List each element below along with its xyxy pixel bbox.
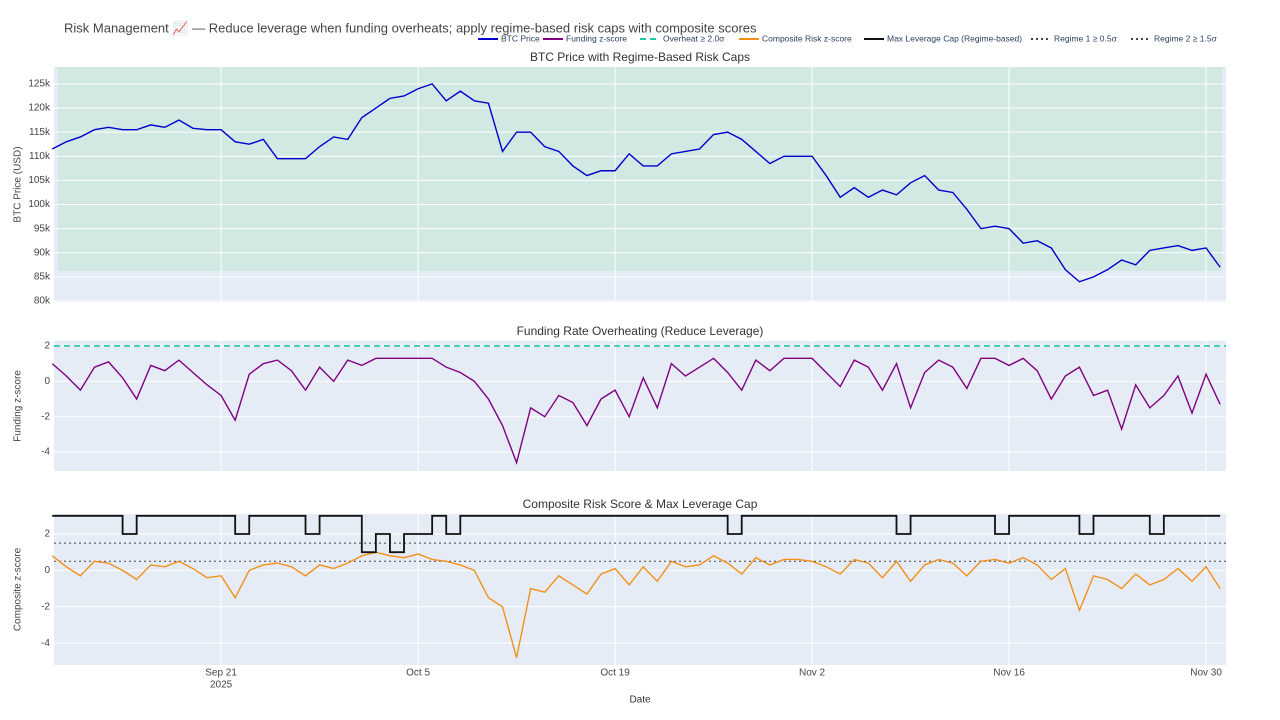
y-axis-label: Composite z-score: [13, 547, 24, 631]
x-tick-label: Nov 2: [799, 668, 826, 679]
legend-label: Regime 2 ≥ 1.5σ: [1154, 33, 1218, 43]
series-line: [52, 514, 1221, 554]
x-tick-label: Oct 19: [600, 668, 630, 679]
legend-label: Max Leverage Cap (Regime-based): [887, 33, 1022, 43]
x-year-label: 2025: [210, 680, 233, 691]
plot-area: [54, 67, 1226, 302]
legend-label: BTC Price: [501, 33, 540, 43]
y-axis-label: Funding z-score: [13, 370, 24, 442]
subplot-title: BTC Price with Regime-Based Risk Caps: [530, 50, 750, 64]
y-tick-label: 90k: [34, 247, 51, 258]
y-tick-label: 0: [44, 376, 50, 387]
y-tick-label: 2: [44, 529, 50, 540]
series-line: [51, 357, 1221, 466]
x-tick-label: Nov 16: [993, 668, 1025, 679]
y-tick-label: -4: [41, 447, 50, 458]
y-tick-label: 2: [44, 341, 50, 352]
x-tick-label: Oct 5: [406, 668, 430, 679]
y-tick-label: -2: [41, 601, 50, 612]
legend-label: Funding z-score: [566, 33, 627, 43]
y-tick-label: 120k: [28, 103, 51, 114]
x-tick-label: Sep 21: [205, 668, 237, 679]
legend-label: Regime 1 ≥ 0.5σ: [1054, 33, 1118, 43]
y-tick-label: 85k: [34, 272, 51, 283]
y-tick-label: 0: [44, 565, 50, 576]
plot-area: [54, 341, 1226, 471]
plot-area: [54, 514, 1226, 665]
y-tick-label: 115k: [29, 127, 51, 138]
y-tick-label: 95k: [34, 223, 51, 234]
subplot-title: Composite Risk Score & Max Leverage Cap: [523, 497, 758, 511]
y-tick-label: -2: [41, 411, 50, 422]
y-tick-label: 125k: [28, 79, 51, 90]
page-title: Risk Management 📈 — Reduce leverage when…: [64, 20, 757, 35]
y-tick-label: -4: [41, 638, 50, 649]
y-tick-label: 100k: [28, 199, 51, 210]
legend-label: Overheat ≥ 2.0σ: [663, 33, 725, 43]
subplot-title: Funding Rate Overheating (Reduce Leverag…: [517, 324, 764, 338]
y-tick-label: 80k: [34, 296, 51, 307]
y-tick-label: 105k: [28, 175, 51, 186]
y-tick-label: 110k: [29, 151, 51, 162]
x-tick-label: Nov 30: [1190, 668, 1222, 679]
legend-label: Composite Risk z-score: [762, 33, 852, 43]
series-line: [51, 83, 1221, 283]
regime-shading: [58, 67, 1222, 271]
y-axis-label: BTC Price (USD): [13, 146, 24, 222]
x-axis-label: Date: [629, 695, 651, 706]
series-line: [51, 551, 1221, 658]
